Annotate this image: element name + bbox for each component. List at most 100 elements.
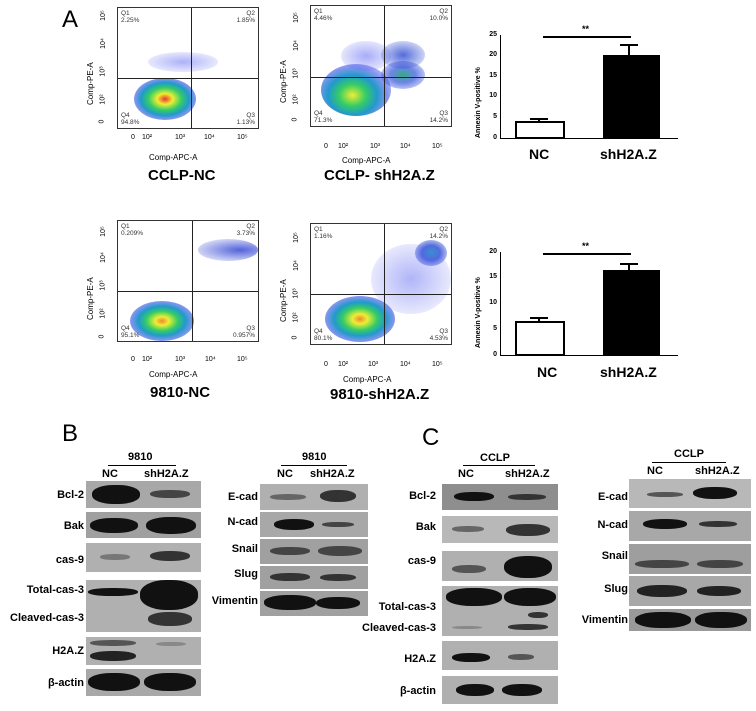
x-axis-label: Comp-APC-A <box>149 370 198 379</box>
x-tick: 10⁵ <box>237 134 248 141</box>
protein-label: Total-cas-3 <box>378 601 436 613</box>
protein-label: Slug <box>604 583 628 595</box>
y-axis-label: Comp-PE-A <box>279 279 288 322</box>
flow-plot-area: Q1 1.16% Q2 14.2% Q3 4.53% Q4 80.1% <box>310 223 452 345</box>
y-tick: 10⁵ <box>99 10 107 21</box>
x-tick: 10³ <box>175 356 186 363</box>
y-tick: 10⁴ <box>99 38 107 49</box>
y-tick: 10⁴ <box>99 252 107 263</box>
category-label: shH2A.Z <box>600 146 657 162</box>
y-axis-label: Comp-PE-A <box>86 62 95 105</box>
protein-label: N-cad <box>227 516 258 528</box>
category-label: shH2A.Z <box>600 364 657 380</box>
flow-plot-title: CCLP-NC <box>148 167 216 184</box>
bar-nc <box>515 121 565 139</box>
y-tick: 10⁴ <box>292 40 300 51</box>
x-tick: 10³ <box>368 361 379 368</box>
x-axis-label: Comp-APC-A <box>342 156 391 165</box>
y-tick: 15 <box>489 72 497 79</box>
protein-label: Vimentin <box>211 595 258 607</box>
flow-plot-area: Q1 0.209% Q2 3.73% Q3 0.957% Q4 95.1% <box>117 220 259 342</box>
protein-label: Bak <box>415 521 436 533</box>
y-axis-label: Comp-PE-A <box>86 277 95 320</box>
protein-label: Cleaved-cas-3 <box>362 622 436 634</box>
panel-label-c: C <box>422 424 440 451</box>
flow-plot-area: Q1 2.25% Q2 1.85% Q3 1.13% Q4 94.8% <box>117 7 259 129</box>
q3-value: 4.53% <box>429 335 448 342</box>
protein-label: Bcl-2 <box>57 489 84 501</box>
x-tick: 10² <box>338 143 349 150</box>
panel-label-a: A <box>62 6 79 33</box>
q1-value: 1.16% <box>314 233 333 240</box>
lane-label: shH2A.Z <box>695 465 740 477</box>
protein-label: cas-9 <box>407 555 436 567</box>
x-tick: 10⁵ <box>237 356 248 363</box>
q1-value: 4.46% <box>314 15 333 22</box>
x-tick: 0 <box>131 356 135 363</box>
y-tick: 10 <box>489 299 497 306</box>
q1-value: 0.209% <box>121 230 144 237</box>
q3-value: 14.2% <box>429 117 448 124</box>
y-tick: 10² <box>99 308 107 319</box>
protein-label: β-actin <box>47 677 84 689</box>
y-tick: 0 <box>98 334 106 339</box>
protein-label: E-cad <box>228 491 258 503</box>
y-tick: 10³ <box>99 66 107 77</box>
y-tick: 10² <box>292 312 300 323</box>
y-tick: 10² <box>99 94 107 105</box>
lane-label: shH2A.Z <box>505 468 550 480</box>
y-tick: 10³ <box>292 68 300 79</box>
y-tick: 10 <box>489 92 497 99</box>
protein-label: H2A.Z <box>404 653 436 665</box>
y-tick: 20 <box>489 51 497 58</box>
bar-nc <box>515 321 565 356</box>
y-tick: 10⁵ <box>292 12 300 23</box>
protein-label: N-cad <box>597 519 628 531</box>
y-axis-label: Annexin V-positive % <box>475 277 482 348</box>
protein-label: E-cad <box>598 491 628 503</box>
y-axis-label: Comp-PE-A <box>279 60 288 103</box>
y-tick: 5 <box>493 113 497 120</box>
x-tick: 0 <box>324 361 328 368</box>
y-tick: 10² <box>292 94 300 105</box>
q4-value: 71.3% <box>314 117 333 124</box>
y-tick: 0 <box>493 134 497 141</box>
cell-line-label: 9810 <box>128 451 153 463</box>
y-tick: 0 <box>291 335 299 340</box>
flow-plot-title: 9810-shH2A.Z <box>330 386 430 403</box>
y-tick: 10³ <box>292 288 300 299</box>
protein-label: Bcl-2 <box>409 490 436 502</box>
flow-plot-title: CCLP- shH2A.Z <box>324 167 435 184</box>
lane-label: NC <box>277 468 293 480</box>
x-tick: 10⁴ <box>204 134 215 141</box>
protein-label: Cleaved-cas-3 <box>10 612 84 624</box>
y-tick: 10³ <box>99 280 107 291</box>
x-tick: 10³ <box>370 143 381 150</box>
panel-label-b: B <box>62 420 79 447</box>
x-axis-label: Comp-APC-A <box>149 153 198 162</box>
x-tick: 10⁵ <box>432 143 443 150</box>
protein-label: Vimentin <box>581 614 628 626</box>
flow-plot-area: Q1 4.46% Q2 10.0% Q3 14.2% Q4 71.3% <box>310 5 452 127</box>
cell-line-label: CCLP <box>480 452 510 464</box>
category-label: NC <box>537 364 558 380</box>
protein-label: Snail <box>231 543 258 555</box>
category-label: NC <box>529 146 550 162</box>
bar-shh2az <box>603 270 660 356</box>
q3-value: 1.13% <box>236 119 255 126</box>
cell-line-label: 9810 <box>302 451 327 463</box>
q2-value: 14.2% <box>429 233 448 240</box>
y-tick: 15 <box>489 273 497 280</box>
q3-value: 0.957% <box>232 332 255 339</box>
y-tick: 25 <box>489 31 497 38</box>
x-axis-label: Comp-APC-A <box>343 375 392 384</box>
x-tick: 10⁴ <box>400 361 411 368</box>
y-tick: 10⁵ <box>292 232 300 243</box>
bar-shh2az <box>603 55 660 139</box>
q2-value: 1.85% <box>236 17 255 24</box>
lane-label: shH2A.Z <box>310 468 355 480</box>
y-tick: 0 <box>98 119 106 124</box>
x-tick: 0 <box>131 134 135 141</box>
protein-label: Snail <box>601 550 628 562</box>
y-tick: 0 <box>493 351 497 358</box>
